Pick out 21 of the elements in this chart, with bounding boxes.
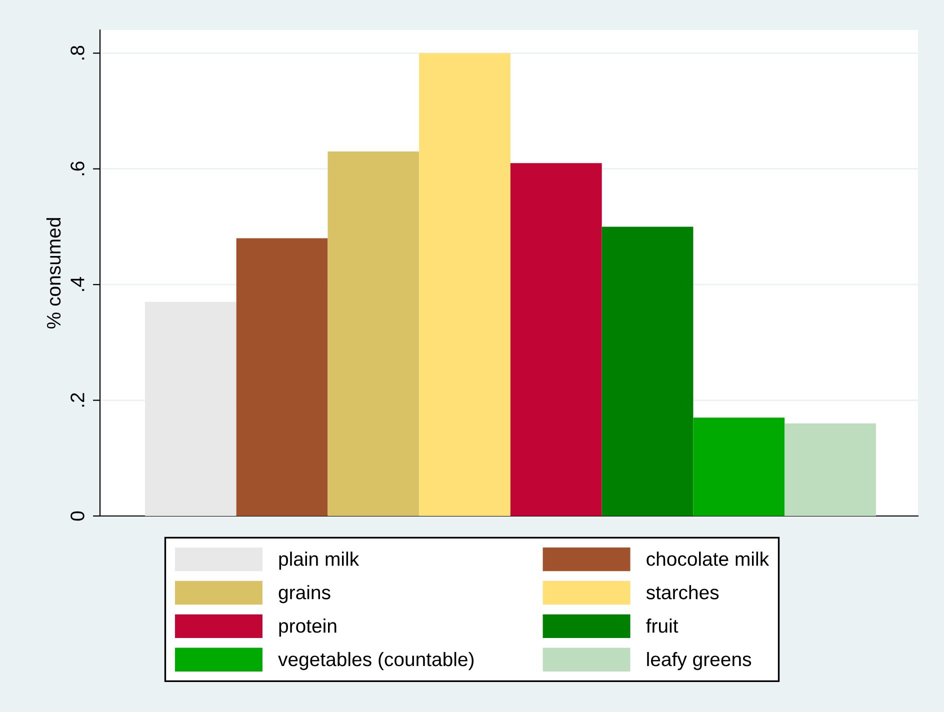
legend-label: starches <box>646 585 719 600</box>
y-axis-title: % consumed <box>46 218 61 329</box>
y-tick-label: .2 <box>70 393 84 407</box>
legend-label: fruit <box>646 618 678 633</box>
legend-label: plain milk <box>279 552 360 570</box>
y-tick-label: .4 <box>70 277 84 291</box>
bar <box>328 152 420 516</box>
bar <box>419 53 510 516</box>
bar <box>236 238 328 516</box>
legend-label: chocolate milk <box>646 552 770 566</box>
legend-label: grains <box>278 585 330 604</box>
y-tick-label: .8 <box>70 46 84 60</box>
legend-label: leafy greens <box>647 652 752 670</box>
y-tick-label: 0 <box>70 511 84 521</box>
bar <box>510 163 602 516</box>
bar <box>784 423 876 516</box>
bar <box>602 226 694 516</box>
y-tick-label: .6 <box>70 162 84 176</box>
legend-label: vegetables (countable) <box>278 652 474 670</box>
legend-label: protein <box>279 618 336 637</box>
bar <box>693 418 785 516</box>
